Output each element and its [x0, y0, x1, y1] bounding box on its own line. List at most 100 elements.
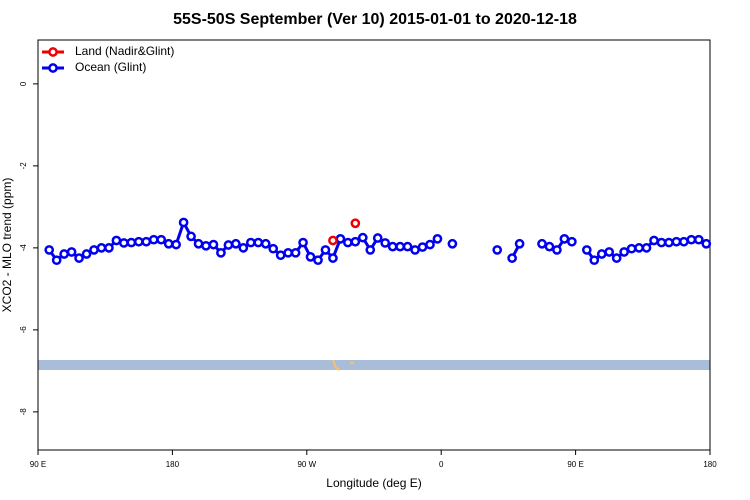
point — [126, 237, 137, 248]
y-axis-label: XCO2 - MLO trend (ppm) — [0, 178, 14, 313]
point — [581, 245, 592, 255]
point — [410, 245, 420, 255]
point — [686, 234, 697, 245]
point — [492, 245, 503, 255]
point — [544, 241, 555, 252]
point — [298, 237, 308, 248]
point — [275, 250, 286, 261]
point — [216, 247, 226, 258]
point — [514, 238, 525, 249]
point — [141, 236, 152, 247]
y-tick-label: 0 — [19, 81, 28, 86]
map-strip-land — [332, 359, 354, 371]
point — [365, 245, 376, 255]
point — [328, 253, 338, 263]
point — [589, 255, 600, 266]
point — [611, 253, 622, 263]
point — [693, 234, 704, 245]
point — [89, 245, 99, 255]
point — [567, 236, 577, 247]
point — [156, 234, 167, 245]
chart-title: 55S-50S September (Ver 10) 2015-01-01 to… — [173, 11, 577, 28]
point — [231, 238, 241, 249]
point — [208, 239, 219, 250]
point — [59, 249, 69, 259]
point — [395, 241, 405, 252]
point — [641, 243, 652, 253]
point — [238, 243, 249, 253]
point — [649, 235, 659, 246]
point — [305, 252, 316, 262]
point — [163, 238, 174, 249]
legend-label: Ocean (Glint) — [75, 60, 146, 74]
point — [596, 249, 607, 259]
point — [664, 237, 674, 248]
point — [671, 236, 682, 247]
x-axis-label: Longitude (deg E) — [326, 476, 421, 490]
point — [178, 217, 189, 228]
y-tick-label: -6 — [19, 326, 28, 334]
legend-marker — [48, 63, 58, 73]
point — [260, 238, 271, 249]
point — [537, 238, 547, 249]
point — [604, 247, 615, 257]
legend-marker — [48, 47, 58, 57]
x-tick-label: 90 W — [297, 460, 316, 469]
point — [44, 245, 55, 255]
point — [245, 237, 256, 248]
y-tick-label: -2 — [19, 162, 28, 170]
point — [626, 243, 637, 254]
point — [268, 243, 279, 254]
point — [701, 238, 712, 249]
point — [223, 240, 234, 250]
point — [357, 232, 368, 243]
point — [402, 241, 413, 252]
point — [335, 234, 346, 244]
point — [350, 236, 361, 247]
point — [81, 249, 92, 259]
y-tick-label: -8 — [19, 408, 28, 416]
point — [66, 247, 77, 257]
point — [343, 237, 353, 248]
point — [432, 234, 443, 244]
point — [74, 253, 84, 263]
point — [350, 218, 361, 229]
point — [656, 237, 667, 248]
point — [507, 253, 517, 263]
point — [447, 238, 458, 249]
point — [193, 238, 204, 249]
point — [171, 239, 181, 250]
x-tick-label: 180 — [166, 460, 180, 469]
point — [290, 247, 301, 258]
point — [111, 235, 122, 246]
point — [387, 241, 398, 252]
point — [96, 243, 107, 253]
x-tick-label: 180 — [703, 460, 717, 469]
point — [634, 243, 644, 253]
point — [552, 245, 562, 255]
point — [119, 238, 129, 248]
x-tick-label: 90 E — [30, 460, 46, 469]
point — [201, 240, 211, 251]
legend-label: Land (Nadir&Glint) — [75, 44, 174, 58]
point — [328, 235, 338, 246]
point — [559, 234, 570, 244]
point — [186, 231, 196, 242]
point — [320, 245, 331, 255]
point — [417, 242, 428, 252]
x-tick-label: 90 E — [567, 460, 583, 469]
point — [148, 234, 159, 245]
point — [283, 247, 293, 258]
point — [619, 247, 629, 257]
point — [425, 239, 435, 250]
point — [679, 236, 689, 247]
point — [253, 237, 264, 248]
point — [104, 243, 114, 253]
point — [51, 255, 62, 266]
x-tick-label: 0 — [439, 460, 444, 469]
point — [133, 236, 144, 247]
point — [313, 255, 323, 266]
map-strip — [38, 360, 710, 370]
point — [372, 233, 383, 243]
